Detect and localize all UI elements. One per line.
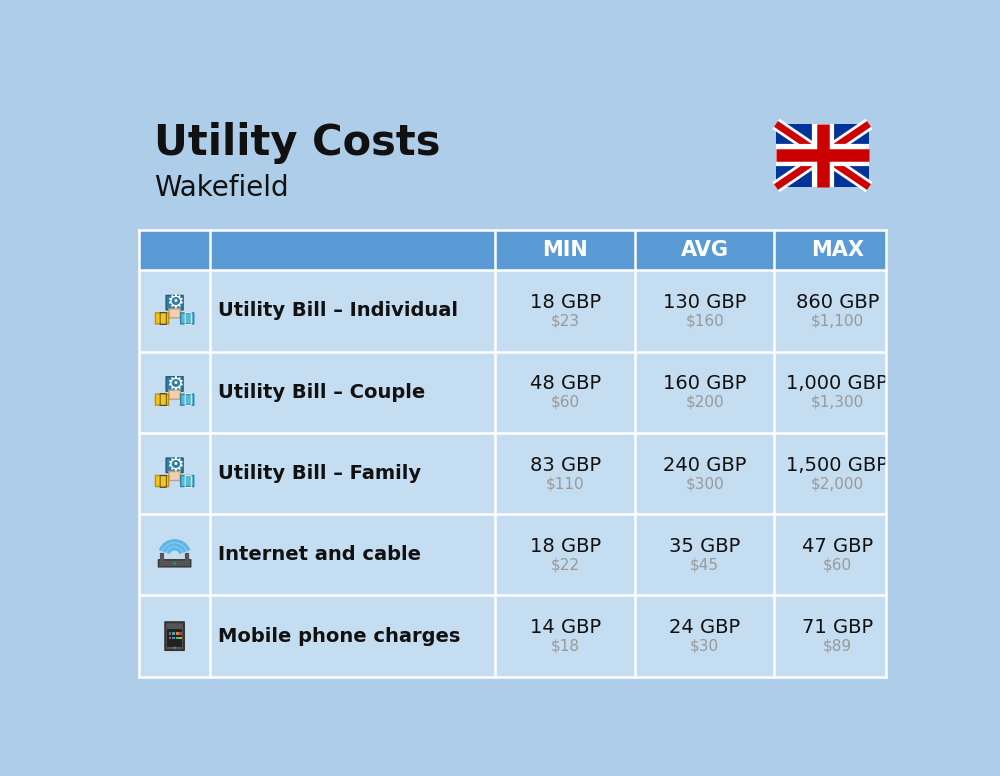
- FancyBboxPatch shape: [155, 313, 169, 324]
- Text: 🔌: 🔌: [158, 393, 166, 407]
- Text: $110: $110: [546, 476, 585, 491]
- Bar: [139, 230, 886, 270]
- Text: $300: $300: [685, 476, 724, 491]
- Text: 240 GBP: 240 GBP: [663, 456, 746, 475]
- Text: 35 GBP: 35 GBP: [669, 537, 740, 556]
- Text: $23: $23: [551, 314, 580, 328]
- FancyBboxPatch shape: [155, 476, 169, 487]
- Text: 160 GBP: 160 GBP: [663, 374, 746, 393]
- FancyBboxPatch shape: [169, 309, 180, 318]
- Text: AVG: AVG: [681, 241, 729, 260]
- Text: 130 GBP: 130 GBP: [663, 293, 746, 312]
- FancyBboxPatch shape: [166, 296, 183, 310]
- Text: 18 GBP: 18 GBP: [530, 537, 601, 556]
- Text: 1,500 GBP: 1,500 GBP: [786, 456, 888, 475]
- Bar: [169, 636, 171, 639]
- Bar: [172, 632, 175, 635]
- Text: $60: $60: [551, 395, 580, 410]
- Text: 🔌: 🔌: [158, 474, 166, 488]
- Bar: [176, 636, 179, 639]
- Text: $2,000: $2,000: [811, 476, 864, 491]
- Circle shape: [174, 563, 176, 564]
- Text: 48 GBP: 48 GBP: [530, 374, 601, 393]
- Text: 💧: 💧: [183, 393, 191, 407]
- Text: $30: $30: [690, 639, 719, 653]
- Bar: [167, 629, 182, 646]
- Text: Internet and cable: Internet and cable: [218, 546, 421, 564]
- FancyBboxPatch shape: [166, 377, 183, 391]
- Text: 71 GBP: 71 GBP: [802, 618, 873, 637]
- Text: Utility Bill – Individual: Utility Bill – Individual: [218, 301, 458, 320]
- Text: Wakefield: Wakefield: [154, 174, 289, 202]
- Text: 47 GBP: 47 GBP: [802, 537, 873, 556]
- FancyBboxPatch shape: [181, 476, 194, 487]
- Text: 24 GBP: 24 GBP: [669, 618, 740, 637]
- FancyBboxPatch shape: [155, 394, 169, 405]
- Text: $160: $160: [685, 314, 724, 328]
- Text: Mobile phone charges: Mobile phone charges: [218, 627, 460, 646]
- Circle shape: [173, 646, 176, 649]
- Bar: [139, 352, 886, 433]
- FancyBboxPatch shape: [169, 390, 180, 399]
- Text: 💧: 💧: [183, 474, 191, 488]
- Text: 18 GBP: 18 GBP: [530, 293, 601, 312]
- Text: 1,000 GBP: 1,000 GBP: [786, 374, 888, 393]
- Text: $1,100: $1,100: [811, 314, 864, 328]
- Text: 🔌: 🔌: [158, 311, 166, 325]
- Text: ⚙: ⚙: [166, 456, 184, 475]
- Text: 83 GBP: 83 GBP: [530, 456, 601, 475]
- FancyBboxPatch shape: [165, 622, 184, 650]
- Text: Utility Costs: Utility Costs: [154, 123, 441, 165]
- Bar: [139, 270, 886, 352]
- Text: MAX: MAX: [811, 241, 864, 260]
- Text: MIN: MIN: [542, 241, 588, 260]
- Bar: [139, 595, 886, 677]
- Bar: [169, 632, 171, 635]
- Bar: [172, 636, 175, 639]
- FancyBboxPatch shape: [181, 313, 194, 324]
- FancyBboxPatch shape: [169, 472, 180, 480]
- FancyBboxPatch shape: [158, 559, 191, 566]
- Bar: [176, 632, 179, 635]
- Bar: [179, 632, 182, 635]
- Text: $18: $18: [551, 639, 580, 653]
- Text: $1,300: $1,300: [811, 395, 864, 410]
- Text: 14 GBP: 14 GBP: [530, 618, 601, 637]
- Text: 💧: 💧: [183, 311, 191, 325]
- Text: ⚙: ⚙: [166, 293, 184, 312]
- Bar: [139, 433, 886, 514]
- Text: Utility Bill – Couple: Utility Bill – Couple: [218, 383, 425, 402]
- Bar: [139, 514, 886, 595]
- Text: $45: $45: [690, 557, 719, 573]
- Text: $89: $89: [823, 639, 852, 653]
- Text: Utility Bill – Family: Utility Bill – Family: [218, 464, 421, 483]
- Text: ⚙: ⚙: [166, 375, 184, 393]
- Bar: [179, 636, 182, 639]
- FancyBboxPatch shape: [166, 458, 183, 473]
- Text: $200: $200: [685, 395, 724, 410]
- FancyBboxPatch shape: [181, 394, 194, 405]
- Text: $22: $22: [551, 557, 580, 573]
- Text: 860 GBP: 860 GBP: [796, 293, 879, 312]
- Bar: [776, 124, 869, 187]
- Text: $60: $60: [823, 557, 852, 573]
